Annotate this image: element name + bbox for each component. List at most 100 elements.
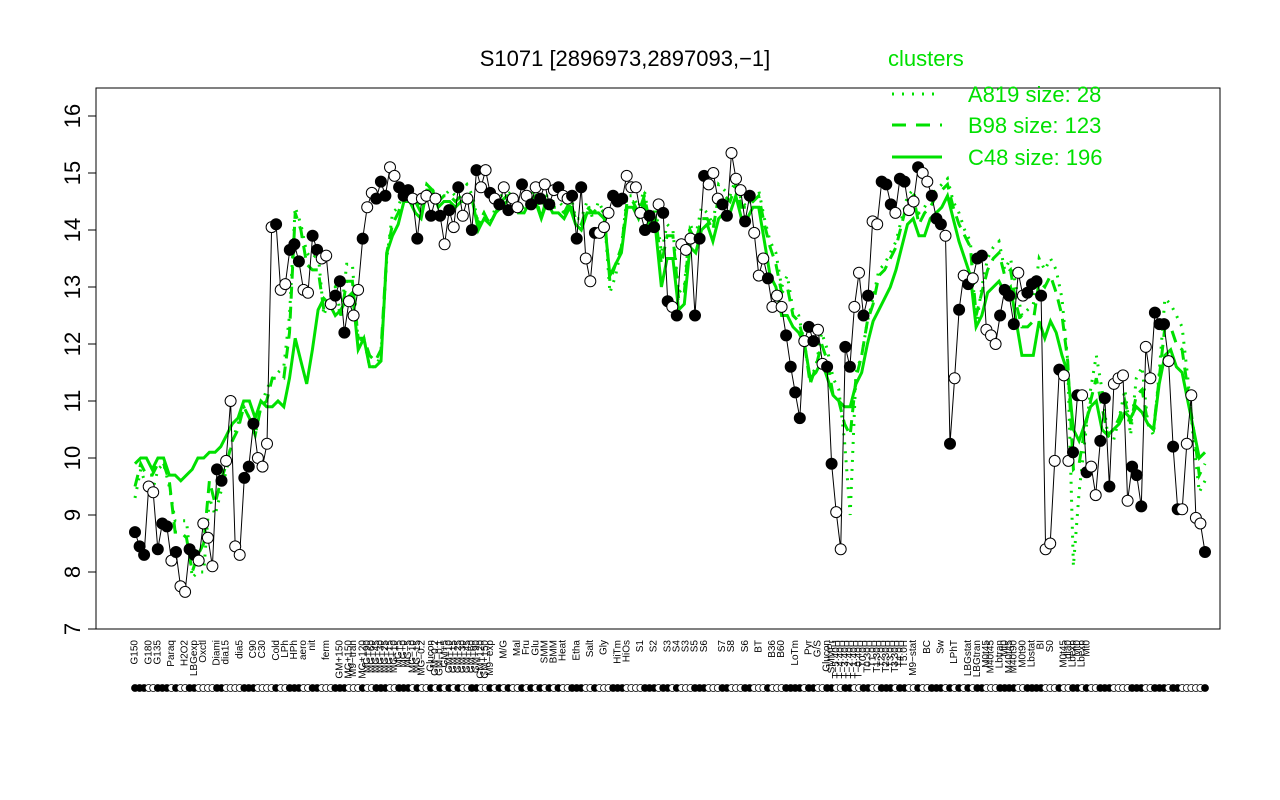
x-tick-label: GM+10 bbox=[444, 640, 455, 674]
data-point bbox=[1067, 446, 1079, 459]
data-point bbox=[679, 243, 692, 256]
x-tick-label: S3 bbox=[662, 640, 673, 653]
data-point bbox=[1085, 460, 1098, 473]
data-point bbox=[1094, 434, 1107, 447]
x-tick-label: HiOs bbox=[621, 640, 632, 662]
data-point bbox=[934, 218, 947, 231]
legend: clusters A819 size: 28 B98 size: 123 C48… bbox=[888, 46, 1103, 170]
x-tick-label: GM+5 bbox=[439, 640, 450, 668]
data-point bbox=[511, 201, 524, 214]
x-tick-label: MG+60 bbox=[366, 640, 377, 674]
data-point bbox=[516, 178, 528, 191]
x-tick-label: M0t45 bbox=[1058, 640, 1069, 668]
data-point bbox=[1199, 546, 1211, 558]
data-point bbox=[206, 560, 219, 573]
x-tick-label: MG−15 bbox=[412, 640, 423, 674]
data-point bbox=[197, 517, 210, 530]
legend-title: clusters bbox=[888, 46, 964, 71]
y-tick-label: 10 bbox=[60, 446, 85, 470]
data-point bbox=[347, 309, 360, 322]
data-point bbox=[793, 412, 806, 425]
x-tick-label: SMM bbox=[539, 640, 550, 663]
data-point bbox=[429, 192, 442, 205]
data-point bbox=[270, 218, 283, 231]
data-point bbox=[739, 215, 752, 228]
x-tick-label: LBGexp bbox=[189, 640, 200, 677]
x-tick-label: MG+90 bbox=[362, 640, 373, 674]
data-point bbox=[1121, 494, 1134, 507]
x-tick-label: M9−exp bbox=[485, 640, 496, 676]
x-tick-label: GM+15 bbox=[448, 640, 459, 674]
data-point bbox=[725, 147, 738, 159]
x-tick-label: GM+25 bbox=[453, 640, 464, 674]
x-tick-label: C30 bbox=[257, 640, 268, 659]
x-tick-label: GM+45 bbox=[462, 640, 473, 674]
x-tick-label: MG+150 bbox=[344, 640, 355, 679]
data-point bbox=[707, 167, 720, 179]
data-point bbox=[748, 226, 761, 239]
data-point bbox=[343, 295, 355, 308]
x-rug-markers bbox=[131, 684, 1209, 692]
x-tick-label: LPhT bbox=[949, 640, 960, 664]
data-point bbox=[948, 372, 961, 385]
series-layer bbox=[133, 152, 1207, 594]
data-point bbox=[1030, 275, 1043, 288]
x-tick-label: Mt0 bbox=[999, 640, 1010, 657]
data-point bbox=[1057, 369, 1070, 382]
data-point bbox=[379, 189, 392, 202]
x-tick-label: M9−tran bbox=[348, 640, 359, 677]
data-point bbox=[989, 338, 1002, 350]
data-point bbox=[771, 289, 783, 302]
data-point bbox=[138, 548, 151, 561]
data-point bbox=[288, 238, 301, 251]
data-point bbox=[1176, 503, 1189, 516]
x-tick-label: Paraq bbox=[166, 640, 177, 667]
x-tick-label: T3.0H bbox=[885, 640, 896, 667]
data-point bbox=[1167, 440, 1180, 453]
data-point bbox=[743, 189, 756, 202]
chart-title: S1071 [2896973,2897093,−1] bbox=[480, 46, 771, 71]
x-tick-label: dia5 bbox=[234, 640, 245, 659]
data-point bbox=[871, 218, 884, 231]
data-point bbox=[1076, 389, 1089, 402]
x-tick-label: BT bbox=[753, 640, 764, 653]
legend-label-b98: B98 size: 123 bbox=[968, 113, 1101, 138]
data-point bbox=[497, 181, 510, 194]
x-tick-label: GM+60 bbox=[467, 640, 478, 674]
data-point bbox=[475, 181, 487, 194]
x-tick-label: S5 bbox=[690, 640, 701, 653]
data-point bbox=[807, 335, 820, 348]
data-point bbox=[730, 172, 742, 185]
x-tick-label: T−0.40H bbox=[854, 640, 865, 679]
data-point bbox=[775, 300, 788, 313]
y-tick-label: 9 bbox=[60, 509, 85, 521]
y-tick-label: 12 bbox=[60, 332, 85, 356]
x-tick-label: MG−0.2 bbox=[416, 640, 427, 676]
x-tick-label: GM+120 bbox=[476, 640, 487, 679]
data-point bbox=[256, 460, 269, 473]
x-tick-label: T−5.40H bbox=[831, 640, 842, 679]
data-point bbox=[447, 221, 460, 234]
data-point bbox=[566, 189, 579, 202]
x-tick-label: SMMPr bbox=[826, 639, 837, 673]
x-tick-label: Glu bbox=[530, 640, 541, 656]
x-tick-label: nit bbox=[307, 640, 318, 651]
x-tick-label: M0t45 bbox=[981, 640, 992, 668]
data-point bbox=[352, 283, 365, 296]
legend-label-c48: C48 size: 196 bbox=[968, 145, 1103, 170]
data-point bbox=[629, 181, 642, 194]
data-point bbox=[1130, 469, 1143, 482]
x-tick-label: MG+25 bbox=[380, 640, 391, 674]
data-point bbox=[830, 506, 843, 519]
x-tick-label: LPh bbox=[280, 640, 291, 658]
data-point bbox=[261, 437, 273, 450]
data-point bbox=[302, 286, 314, 299]
data-point bbox=[757, 252, 770, 265]
x-tick-label: G180 bbox=[143, 640, 154, 665]
data-point bbox=[493, 198, 506, 211]
x-tick-label: MG+0 bbox=[398, 640, 409, 668]
x-tick-label: B36 bbox=[767, 640, 778, 658]
x-tick-label: T−1.40H bbox=[849, 640, 860, 679]
x-tick-label: G135 bbox=[152, 640, 163, 665]
x-tick-label: M40t45 bbox=[986, 640, 997, 674]
